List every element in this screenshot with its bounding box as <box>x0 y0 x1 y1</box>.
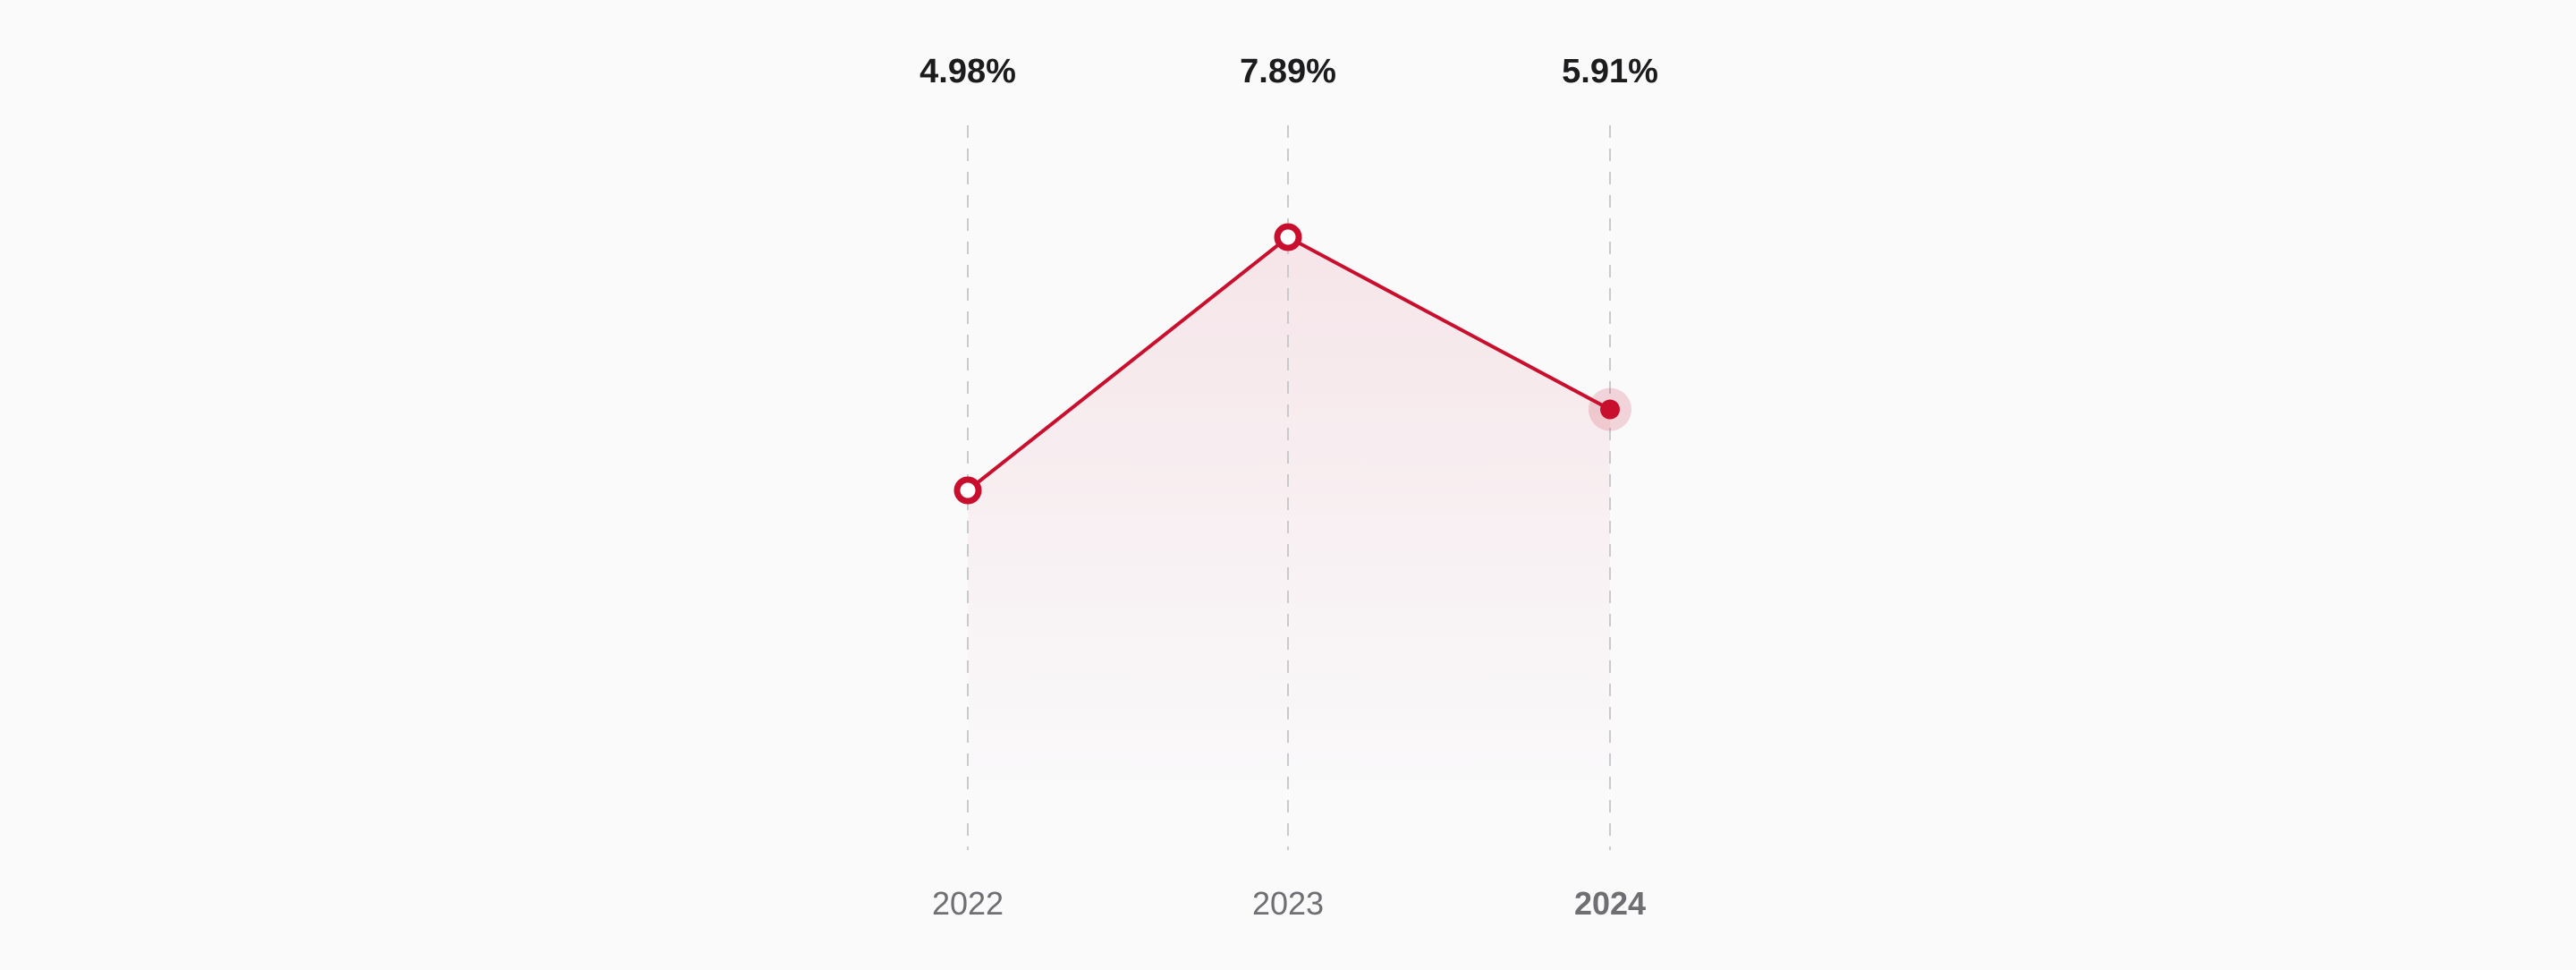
x-tick-label-2024: 2024 <box>1574 885 1646 922</box>
value-label-2022: 4.98% <box>919 53 1016 90</box>
point-layer <box>953 223 1631 505</box>
x-tick-label-2023: 2023 <box>1252 885 1324 922</box>
data-point-2024[interactable] <box>1589 387 1631 431</box>
area-layer <box>968 237 1610 801</box>
value-label-2023: 7.89% <box>1240 53 1336 90</box>
value-label-layer: 4.98% 7.89% 5.91% <box>919 53 1658 90</box>
value-label-2024: 5.91% <box>1562 53 1658 90</box>
data-point-2023[interactable] <box>1274 223 1302 251</box>
x-tick-label-2022: 2022 <box>932 885 1004 922</box>
data-point-2022[interactable] <box>953 476 982 505</box>
area-fill <box>968 237 1610 801</box>
data-point-dot <box>1600 399 1620 420</box>
data-point-ring <box>953 476 982 505</box>
year-label-layer: 2022 2023 2024 <box>932 885 1646 922</box>
data-point-ring <box>1274 223 1302 251</box>
